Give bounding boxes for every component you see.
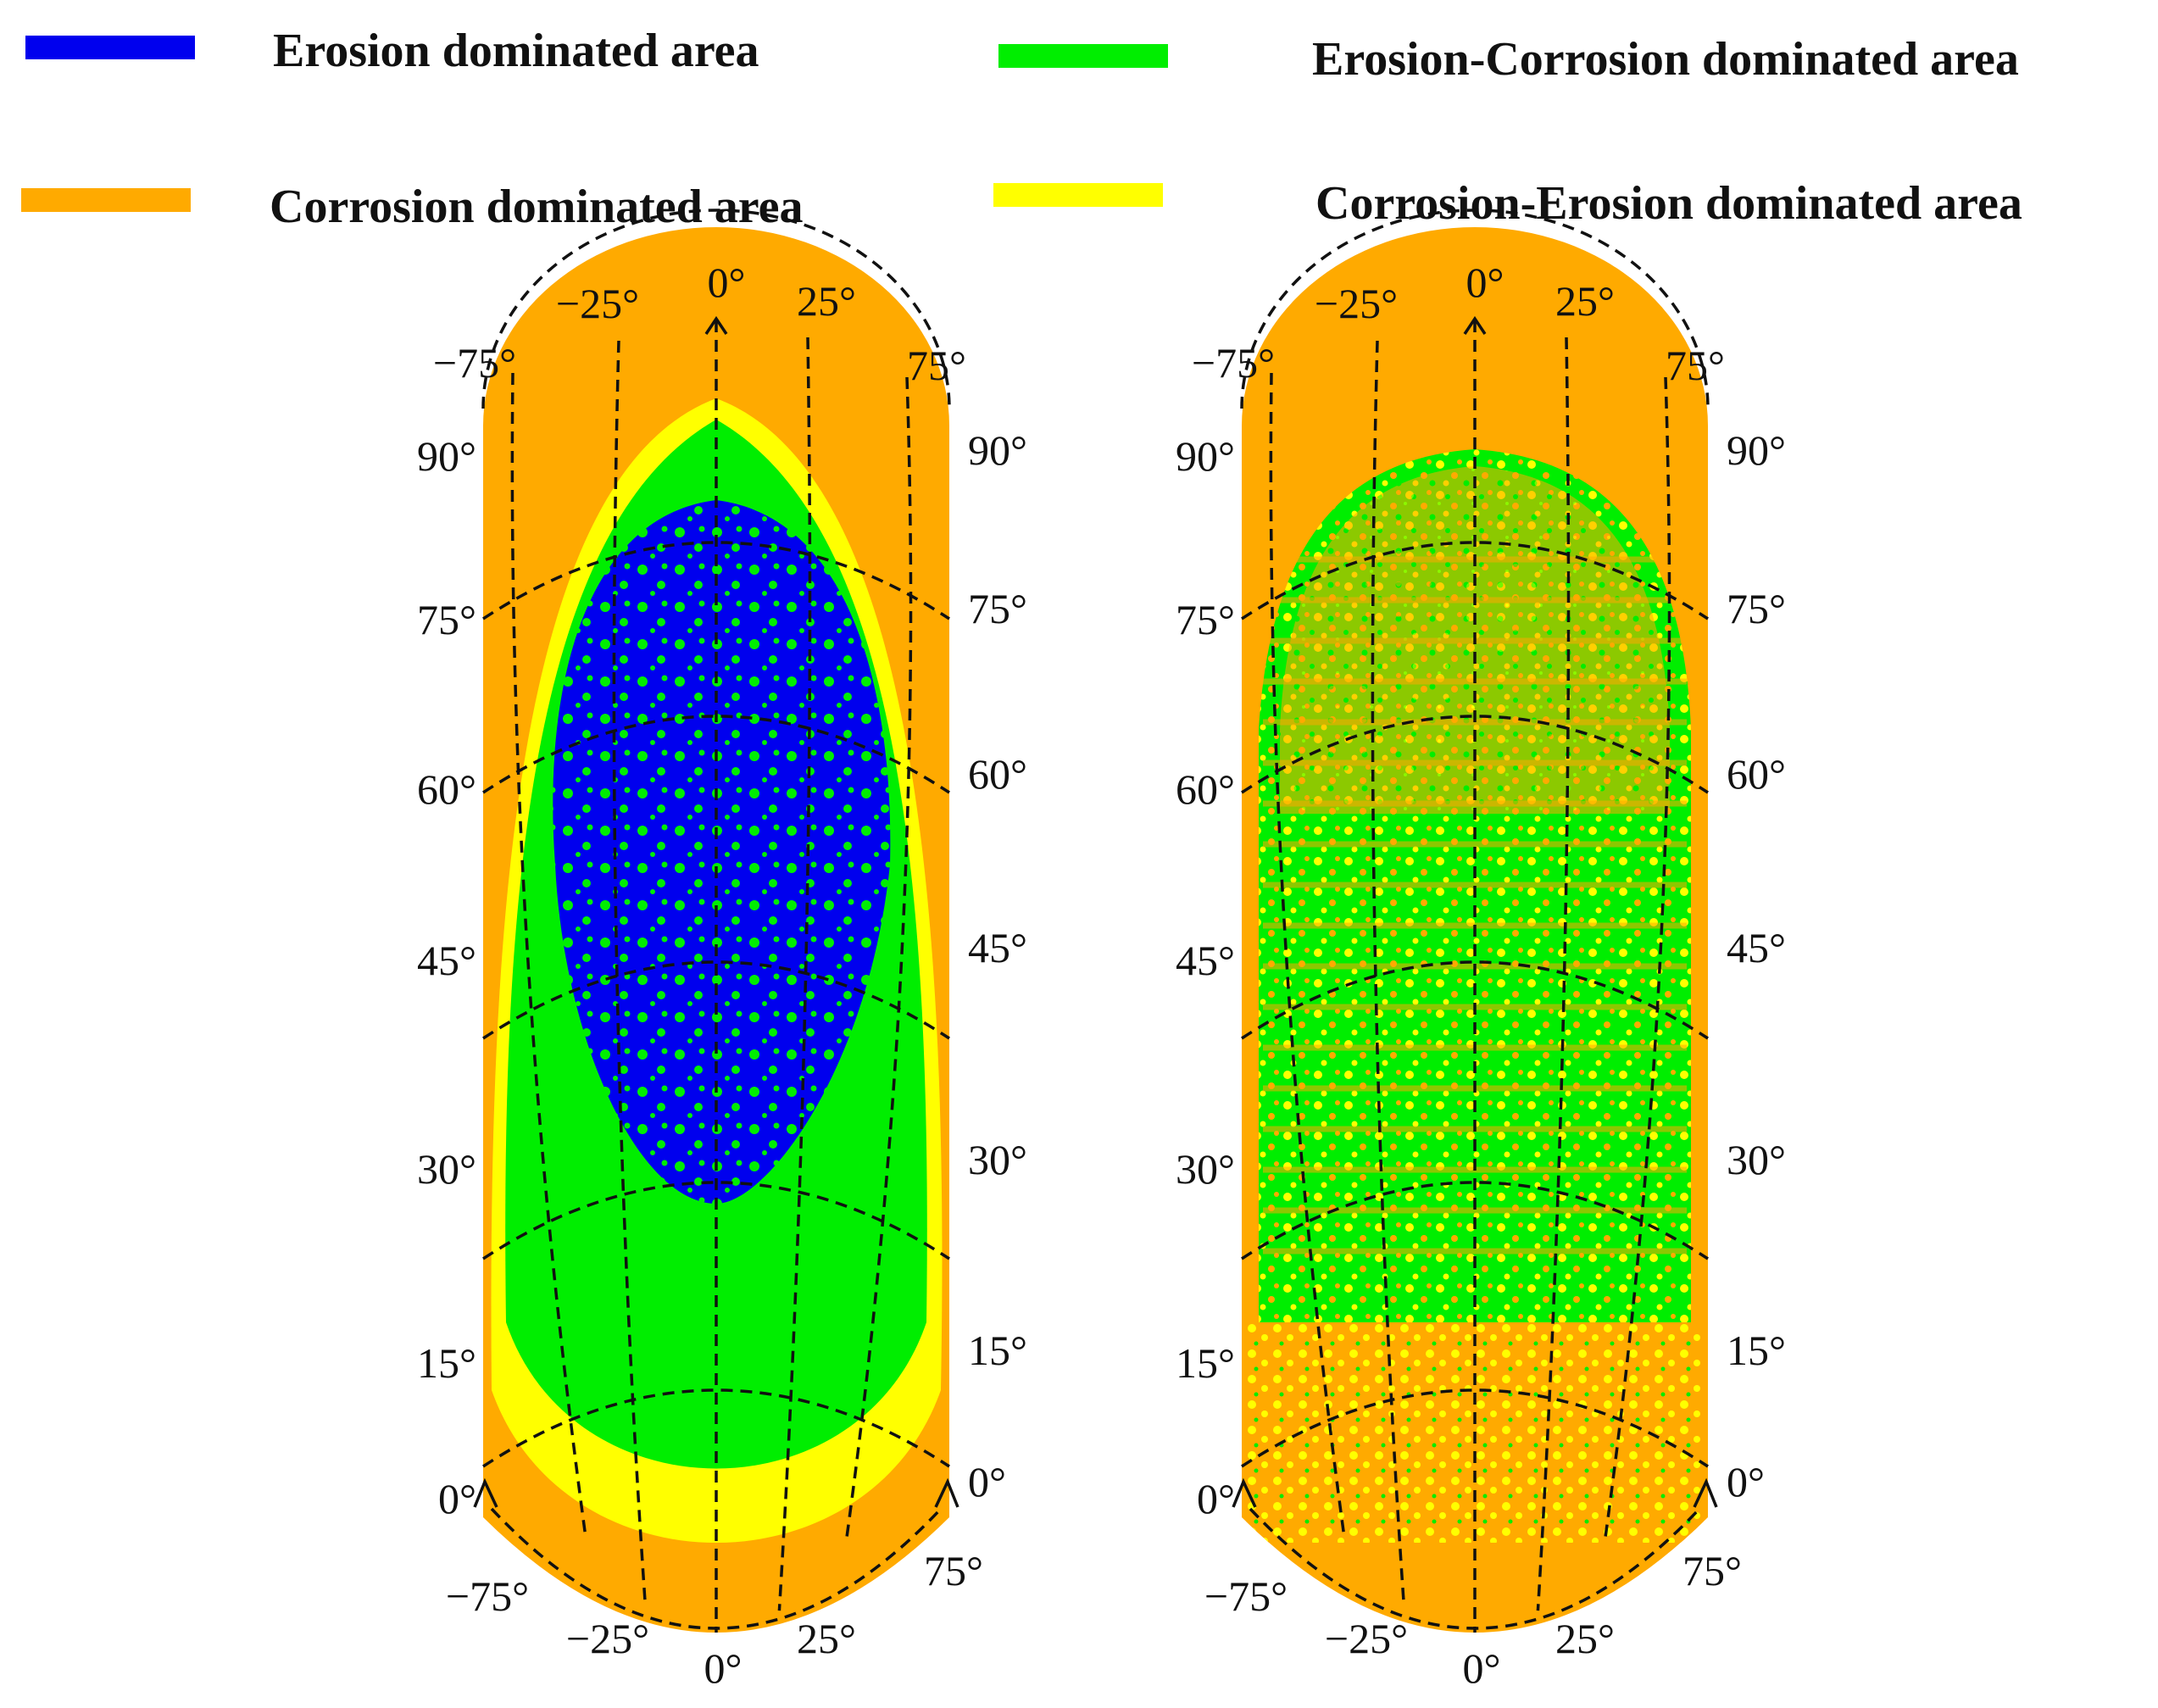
angle-label: 75° — [968, 585, 1027, 632]
angle-label: 90° — [417, 432, 476, 480]
angle-label: 90° — [968, 426, 1027, 474]
legend-label: Corrosion dominated area — [270, 181, 803, 233]
angle-label: 0° — [1466, 259, 1504, 306]
angle-label: 60° — [1727, 750, 1786, 798]
angle-label: 0° — [1463, 1644, 1501, 1692]
angle-label: 0° — [1727, 1458, 1765, 1505]
angle-label: 15° — [968, 1327, 1027, 1374]
legend-label: Erosion dominated area — [273, 25, 759, 77]
angle-label: 60° — [1176, 765, 1235, 813]
angle-label: 30° — [1176, 1145, 1235, 1193]
legend-item: Erosion dominated area — [25, 25, 759, 77]
angle-label: 25° — [797, 277, 856, 325]
angle-label: 25° — [1555, 277, 1615, 325]
angle-label: 45° — [1176, 937, 1235, 984]
angle-label: 45° — [968, 924, 1027, 971]
angle-label: 0° — [704, 1644, 743, 1692]
legend-item: Corrosion dominated area — [21, 181, 803, 233]
angle-labels: −25° 0° 25°−75° 75°90°75°60°45°30°15°0°90°7… — [417, 259, 1027, 1692]
angle-label: 15° — [1727, 1327, 1786, 1374]
legend-label: Erosion-Corrosion dominated area — [1312, 33, 2019, 86]
angle-label: 60° — [417, 765, 476, 813]
angle-label: 45° — [1727, 924, 1786, 971]
angle-label: 75° — [417, 596, 476, 643]
legend-label: Corrosion-Erosion dominated area — [1315, 177, 2022, 230]
angle-label: 90° — [1176, 432, 1235, 480]
angle-label: 60° — [968, 750, 1027, 798]
angle-label: 0° — [1197, 1475, 1235, 1522]
angle-label: 30° — [417, 1145, 476, 1193]
angle-label: 15° — [1176, 1339, 1235, 1387]
angle-label: 0° — [438, 1475, 476, 1522]
angle-label: 45° — [417, 937, 476, 984]
legend: Erosion dominated area Erosion-Corrosion … — [21, 25, 2022, 233]
angle-label: 75° — [1666, 342, 1725, 389]
angle-label: 75° — [1682, 1547, 1742, 1594]
angle-label: 75° — [1176, 596, 1235, 643]
angle-label: 75° — [907, 342, 966, 389]
specimen-left: −25° 0° 25°−75° 75°90°75°60°45°30°15°0°90°7… — [417, 209, 1027, 1692]
angle-label: 90° — [1727, 426, 1786, 474]
legend-swatch — [25, 36, 195, 59]
legend-item: Corrosion-Erosion dominated area — [993, 177, 2022, 230]
legend-swatch — [993, 183, 1163, 207]
angle-label: 25° — [1555, 1615, 1615, 1662]
angle-label: 0° — [968, 1458, 1006, 1505]
legend-item: Erosion-Corrosion dominated area — [998, 33, 2019, 86]
angle-label: 25° — [797, 1615, 856, 1662]
angle-labels: −25° 0° 25°−75° 75°90°75°60°45°30°15°0°90°7… — [1176, 259, 1786, 1692]
angle-label: 75° — [1727, 585, 1786, 632]
specimen-right: −25° 0° 25°−75° 75°90°75°60°45°30°15°0°90°7… — [1176, 209, 1786, 1692]
angle-label: −75° — [1204, 1572, 1288, 1620]
angle-label: −25° — [1325, 1615, 1408, 1662]
angle-label: −25° — [566, 1615, 649, 1662]
angle-label: 15° — [417, 1339, 476, 1387]
angle-label: −25° — [1315, 280, 1398, 327]
angle-label: −25° — [556, 280, 639, 327]
angle-label: −75° — [433, 339, 516, 387]
angle-label: 30° — [1727, 1136, 1786, 1183]
grid-lines — [473, 209, 959, 1633]
legend-swatch — [998, 44, 1168, 68]
legend-swatch — [21, 188, 191, 212]
angle-label: 30° — [968, 1136, 1027, 1183]
angle-label: −75° — [446, 1572, 529, 1620]
angle-label: 0° — [708, 259, 746, 306]
grid-lines — [1232, 209, 1718, 1633]
angle-label: −75° — [1192, 339, 1275, 387]
angle-label: 75° — [924, 1547, 983, 1594]
